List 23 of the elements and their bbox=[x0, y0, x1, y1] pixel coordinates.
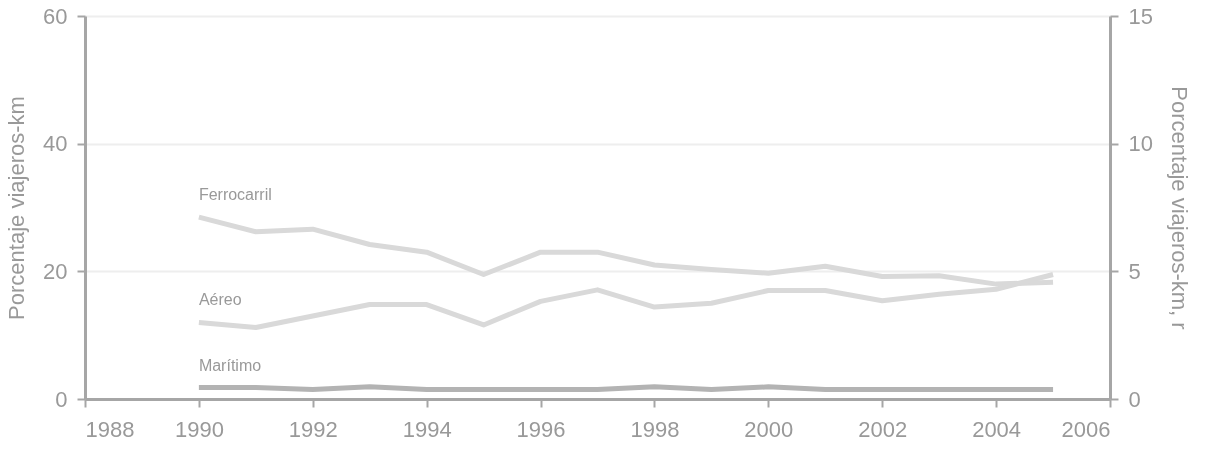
y-tick-label: 60 bbox=[43, 3, 68, 29]
y2-tick-label: 0 bbox=[1128, 386, 1141, 412]
series-label: Aéreo bbox=[198, 291, 242, 309]
x-tick-label: 1996 bbox=[516, 416, 566, 442]
series-label: Marítimo bbox=[198, 356, 262, 374]
y-axis-title: Porcentaje viajeros-km bbox=[4, 96, 30, 320]
x-tick-label: 1990 bbox=[174, 416, 224, 442]
y2-tick-label: 10 bbox=[1128, 131, 1153, 157]
y-tick-label: 0 bbox=[55, 386, 68, 412]
x-tick-label: 2002 bbox=[858, 416, 908, 442]
y2-tick-label: 5 bbox=[1128, 258, 1141, 284]
x-tick-label: 2004 bbox=[972, 416, 1022, 442]
y2-tick-label: 15 bbox=[1128, 3, 1153, 29]
x-tick-label: 2006 bbox=[1061, 416, 1111, 442]
x-tick-label: 1994 bbox=[402, 416, 452, 442]
y-tick-label: 20 bbox=[43, 258, 68, 284]
x-tick-label: 2000 bbox=[744, 416, 794, 442]
x-tick-label: 1992 bbox=[288, 416, 338, 442]
y2-axis-title: Porcentaje viajeros-km, r bbox=[1166, 86, 1192, 330]
series-label: Ferrocarril bbox=[198, 186, 272, 204]
x-tick-label: 1988 bbox=[85, 416, 135, 442]
y-tick-label: 40 bbox=[43, 131, 68, 157]
x-tick-label: 1998 bbox=[630, 416, 680, 442]
